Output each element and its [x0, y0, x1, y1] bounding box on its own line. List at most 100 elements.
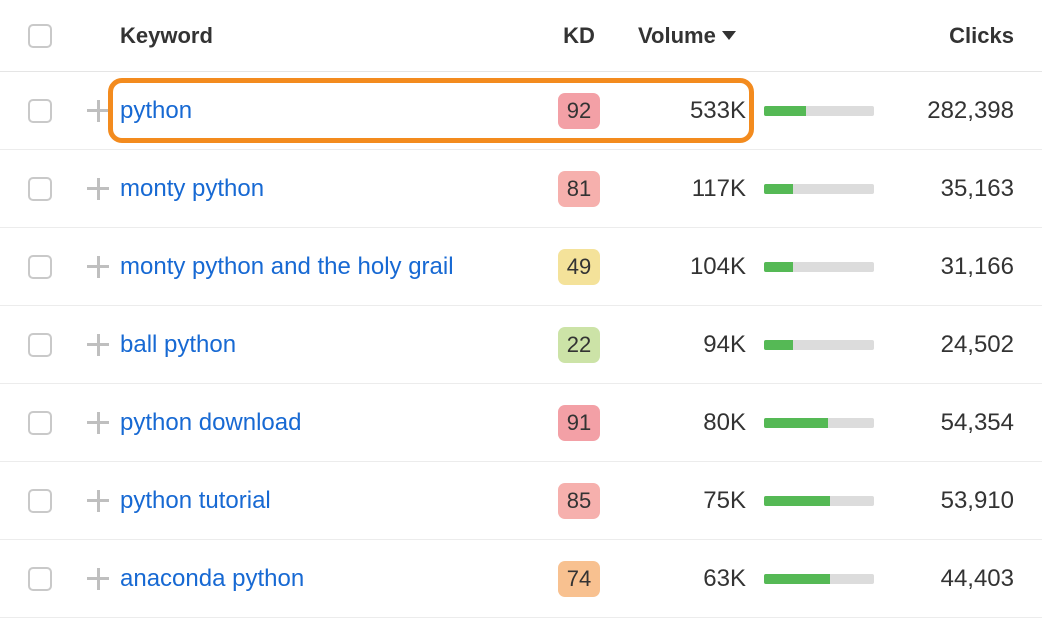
- row-checkbox-cell: [28, 255, 76, 279]
- row-checkbox-cell: [28, 99, 76, 123]
- row-checkbox-cell: [28, 567, 76, 591]
- clicks-bar-track: [764, 496, 874, 506]
- row-expand-cell: [76, 100, 120, 122]
- header-volume-label: Volume: [638, 23, 716, 49]
- clicks-value: 24,502: [941, 331, 1014, 359]
- clicks-bar-fill: [764, 496, 830, 506]
- volume-value: 80K: [703, 409, 746, 437]
- row-keyword-cell: ball python: [120, 331, 544, 359]
- row-kd-cell: 81: [544, 171, 614, 207]
- select-all-checkbox[interactable]: [28, 24, 52, 48]
- row-checkbox[interactable]: [28, 255, 52, 279]
- clicks-value: 31,166: [941, 253, 1014, 281]
- row-keyword-cell: python tutorial: [120, 487, 544, 515]
- header-kd-cell[interactable]: KD: [544, 23, 614, 49]
- expand-icon[interactable]: [87, 490, 109, 512]
- row-clicks-cell: 44,403: [884, 565, 1014, 593]
- clicks-value: 53,910: [941, 487, 1014, 515]
- row-bar-cell: [764, 262, 884, 272]
- row-keyword-cell: python: [120, 97, 544, 125]
- row-kd-cell: 91: [544, 405, 614, 441]
- clicks-bar-fill: [764, 418, 828, 428]
- row-checkbox[interactable]: [28, 177, 52, 201]
- row-clicks-cell: 54,354: [884, 409, 1014, 437]
- expand-icon[interactable]: [87, 412, 109, 434]
- header-kd-label: KD: [563, 23, 595, 49]
- row-clicks-cell: 35,163: [884, 175, 1014, 203]
- row-bar-cell: [764, 106, 884, 116]
- row-bar-cell: [764, 340, 884, 350]
- keyword-link[interactable]: anaconda python: [120, 565, 304, 593]
- clicks-bar-track: [764, 574, 874, 584]
- volume-value: 75K: [703, 487, 746, 515]
- row-keyword-cell: python download: [120, 409, 544, 437]
- keyword-table: Keyword KD Volume Clicks python 92 533K: [0, 0, 1042, 618]
- row-checkbox[interactable]: [28, 333, 52, 357]
- clicks-bar-track: [764, 340, 874, 350]
- clicks-bar-fill: [764, 262, 793, 272]
- keyword-link[interactable]: ball python: [120, 331, 236, 359]
- row-checkbox[interactable]: [28, 489, 52, 513]
- row-kd-cell: 22: [544, 327, 614, 363]
- row-kd-cell: 74: [544, 561, 614, 597]
- volume-value: 63K: [703, 565, 746, 593]
- keyword-link[interactable]: monty python and the holy grail: [120, 253, 454, 281]
- row-volume-cell: 80K: [614, 409, 764, 437]
- kd-badge: 85: [558, 483, 600, 519]
- header-keyword-cell[interactable]: Keyword: [120, 23, 544, 49]
- table-row: anaconda python 74 63K 44,403: [0, 540, 1042, 618]
- kd-badge: 81: [558, 171, 600, 207]
- expand-icon[interactable]: [87, 178, 109, 200]
- row-bar-cell: [764, 418, 884, 428]
- header-clicks-cell[interactable]: Clicks: [884, 23, 1014, 49]
- row-clicks-cell: 282,398: [884, 97, 1014, 125]
- table-row: python tutorial 85 75K 53,910: [0, 462, 1042, 540]
- row-bar-cell: [764, 184, 884, 194]
- row-checkbox[interactable]: [28, 567, 52, 591]
- clicks-bar-fill: [764, 106, 806, 116]
- keyword-link[interactable]: python download: [120, 409, 301, 437]
- row-volume-cell: 117K: [614, 175, 764, 203]
- row-kd-cell: 92: [544, 93, 614, 129]
- expand-icon[interactable]: [87, 256, 109, 278]
- volume-value: 104K: [690, 253, 746, 281]
- row-checkbox[interactable]: [28, 411, 52, 435]
- clicks-value: 54,354: [941, 409, 1014, 437]
- clicks-bar-track: [764, 262, 874, 272]
- keyword-link[interactable]: monty python: [120, 175, 264, 203]
- row-expand-cell: [76, 256, 120, 278]
- row-clicks-cell: 31,166: [884, 253, 1014, 281]
- table-row: ball python 22 94K 24,502: [0, 306, 1042, 384]
- clicks-bar-fill: [764, 340, 793, 350]
- row-expand-cell: [76, 178, 120, 200]
- clicks-bar-track: [764, 418, 874, 428]
- header-volume-cell[interactable]: Volume: [614, 23, 764, 49]
- header-clicks-label: Clicks: [949, 23, 1014, 49]
- volume-value: 117K: [692, 175, 746, 203]
- kd-badge: 22: [558, 327, 600, 363]
- clicks-value: 44,403: [941, 565, 1014, 593]
- keyword-link[interactable]: python: [120, 97, 192, 125]
- expand-icon[interactable]: [87, 100, 109, 122]
- row-volume-cell: 104K: [614, 253, 764, 281]
- header-keyword-label: Keyword: [120, 23, 213, 49]
- header-checkbox-cell: [28, 24, 76, 48]
- row-volume-cell: 94K: [614, 331, 764, 359]
- expand-icon[interactable]: [87, 568, 109, 590]
- row-expand-cell: [76, 334, 120, 356]
- clicks-bar-fill: [764, 574, 830, 584]
- row-checkbox[interactable]: [28, 99, 52, 123]
- table-row: python download 91 80K 54,354: [0, 384, 1042, 462]
- row-checkbox-cell: [28, 411, 76, 435]
- expand-icon[interactable]: [87, 334, 109, 356]
- clicks-bar-fill: [764, 184, 793, 194]
- row-volume-cell: 75K: [614, 487, 764, 515]
- keyword-link[interactable]: python tutorial: [120, 487, 271, 515]
- row-expand-cell: [76, 490, 120, 512]
- volume-value: 94K: [703, 331, 746, 359]
- kd-badge: 74: [558, 561, 600, 597]
- table-row: monty python and the holy grail 49 104K …: [0, 228, 1042, 306]
- kd-badge: 92: [558, 93, 600, 129]
- clicks-bar-track: [764, 106, 874, 116]
- row-expand-cell: [76, 568, 120, 590]
